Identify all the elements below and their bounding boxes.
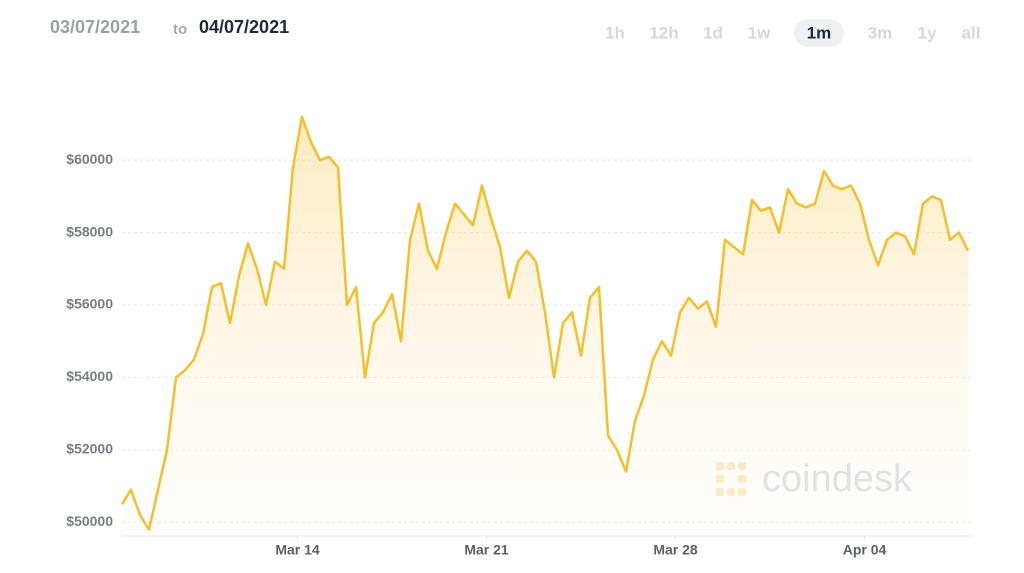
- x-tick-label: Mar 28: [653, 542, 698, 558]
- watermark: coindesk: [716, 458, 913, 500]
- y-tick-label: $52000: [66, 441, 113, 457]
- y-tick-label: $58000: [66, 223, 113, 239]
- range-button[interactable]: 1y: [918, 23, 937, 42]
- x-tick-label: Mar 21: [464, 542, 509, 558]
- start-date: 03/07/2021: [50, 17, 140, 37]
- range-button[interactable]: 12h: [649, 23, 678, 42]
- x-tick-label: Mar 14: [275, 542, 320, 558]
- to-label: to: [173, 21, 187, 38]
- y-tick-label: $56000: [66, 296, 113, 312]
- y-tick-label: $54000: [66, 368, 113, 384]
- watermark-text: coindesk: [762, 458, 913, 500]
- range-button[interactable]: 1d: [703, 23, 723, 42]
- area-fill: [122, 116, 968, 535]
- y-tick-label: $50000: [66, 513, 113, 529]
- active-range-pill: [794, 19, 844, 47]
- range-button[interactable]: 1w: [748, 23, 771, 42]
- watermark-icon: [716, 462, 746, 496]
- range-button[interactable]: 3m: [868, 23, 893, 42]
- range-selector: 1h 12h 1d 1w 1m 3m 1y all: [605, 19, 980, 47]
- plot: $50000 $52000 $54000 $56000 $58000 $60000 Mar …: [66, 115, 972, 558]
- range-button[interactable]: all: [962, 23, 981, 42]
- price-line: [120, 115, 970, 531]
- y-tick-label: $60000: [66, 151, 113, 167]
- x-tick-label: Apr 04: [843, 542, 887, 558]
- range-button[interactable]: 1h: [605, 23, 625, 42]
- end-date: 04/07/2021: [199, 17, 289, 37]
- range-button[interactable]: 1m: [807, 23, 832, 42]
